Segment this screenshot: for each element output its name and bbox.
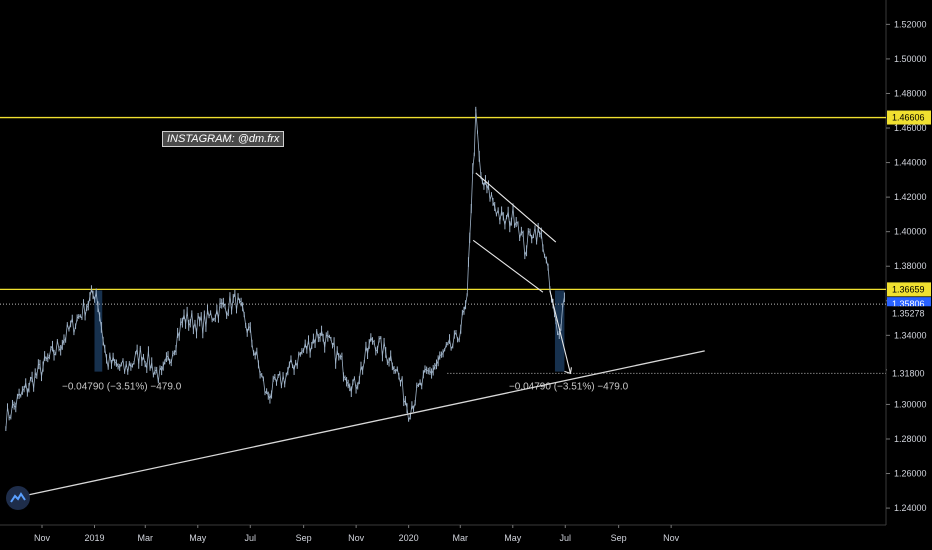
current-price-tag: 1.35806 (892, 299, 925, 309)
price-label-tag: 1.35278 (892, 308, 925, 318)
y-tick-label: 1.42000 (894, 192, 927, 202)
x-tick-label: Nov (663, 533, 680, 543)
x-tick-label: Nov (348, 533, 365, 543)
y-tick-label: 1.50000 (894, 54, 927, 64)
x-tick-label: 2019 (84, 533, 104, 543)
y-tick-label: 1.34000 (894, 330, 927, 340)
watermark-label: INSTAGRAM: @dm.frx (162, 131, 285, 147)
x-tick-label: 2020 (399, 533, 419, 543)
level-price-tag-bg (887, 282, 931, 297)
x-tick-label: Mar (453, 533, 469, 543)
x-tick-label: Sep (296, 533, 312, 543)
x-tick-label: May (189, 533, 207, 543)
tradingview-logo-icon[interactable] (6, 486, 30, 510)
measurement-label: −0.04790 (−3.51%) −479.0 (509, 382, 629, 393)
y-tick-label: 1.30000 (894, 399, 927, 409)
x-tick-label: Sep (611, 533, 627, 543)
y-tick-label: 1.24000 (894, 503, 927, 513)
price-label-tag-bg (887, 306, 931, 321)
measurement-label: −0.04790 (−3.51%) −479.0 (62, 382, 182, 393)
channel-lower-line (472, 239, 544, 293)
x-tick-label: Mar (138, 533, 154, 543)
level-price-tag: 1.36659 (892, 284, 925, 294)
level-price-tag-bg (887, 110, 931, 125)
level-price-tag: 1.46606 (892, 113, 925, 123)
y-tick-label: 1.26000 (894, 469, 927, 479)
y-tick-label: 1.44000 (894, 158, 927, 168)
price-label-tag-bg (887, 366, 931, 381)
y-tick-label: 1.46000 (894, 123, 927, 133)
y-tick-label: 1.38000 (894, 261, 927, 271)
channel-upper-line (475, 172, 557, 243)
y-tick-label: 1.40000 (894, 227, 927, 237)
projection-arrowhead (564, 367, 572, 375)
x-tick-label: Nov (34, 533, 51, 543)
price-line (5, 108, 565, 429)
x-tick-label: Jul (560, 533, 572, 543)
projection-arrow-line (549, 290, 571, 374)
x-tick-label: Jul (245, 533, 257, 543)
measurement-box (94, 290, 103, 372)
ascending-trendline (22, 350, 705, 497)
x-tick-label: May (504, 533, 522, 543)
price-label-tag: 1.31800 (892, 368, 925, 378)
y-tick-label: 1.52000 (894, 19, 927, 29)
y-tick-label: 1.48000 (894, 88, 927, 98)
y-tick-label: 1.28000 (894, 434, 927, 444)
